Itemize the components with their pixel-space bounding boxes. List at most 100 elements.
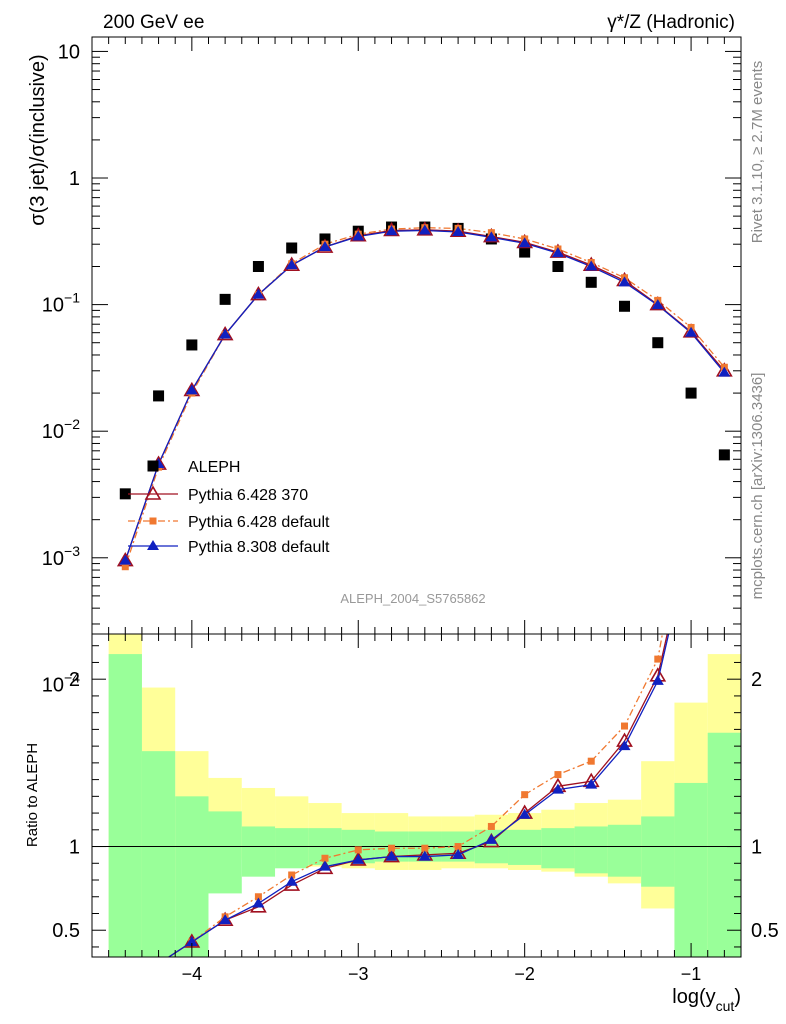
- data-point-3: [452, 225, 465, 236]
- data-point-3: [119, 554, 132, 565]
- ratio-point-1: [688, 475, 695, 482]
- ratio-point-1: [487, 822, 495, 830]
- data-point-3: [685, 326, 698, 337]
- data-point-3: [285, 259, 298, 270]
- ratio-point-2: [485, 833, 498, 844]
- ratio-y-tick-label-right: 0.5: [751, 920, 779, 942]
- energy-label: 200 GeV ee: [103, 12, 204, 33]
- uncertainty-band-inner: [141, 751, 176, 957]
- ratio-point-2: [718, 255, 730, 265]
- data-point-3: [485, 231, 498, 242]
- uncertainty-band-inner: [175, 796, 209, 957]
- uncertainty-band-inner: [674, 782, 708, 957]
- ratio-y-tick-label: 1: [69, 837, 80, 859]
- ratio-point-1: [554, 771, 562, 779]
- data-point-3: [651, 299, 664, 310]
- ratio-point-2: [685, 531, 697, 541]
- ratio-point-1: [421, 844, 429, 852]
- main-series-line-3: [124, 229, 725, 561]
- ratio-point-0: [118, 962, 132, 974]
- ratio-point-2: [352, 853, 365, 864]
- uncertainty-band-inner: [641, 816, 675, 887]
- uncertainty-band-inner: [108, 654, 142, 957]
- ratio-point-1: [721, 190, 728, 197]
- mcplots-label: mcplots.cern.ch [arXiv:1306.3436]: [749, 373, 766, 600]
- x-tick-label: −2: [514, 964, 535, 984]
- ratio-y-tick-label-right: 2: [751, 669, 762, 691]
- ratio-point-1: [288, 871, 296, 879]
- data-point-3: [551, 247, 564, 258]
- tick-base: 10: [42, 548, 64, 570]
- main-y-tick-label: 10−3: [42, 543, 80, 570]
- ratio-ylabel: Ratio to ALEPH: [24, 743, 41, 847]
- data-point-0: [519, 246, 531, 258]
- x-tick-label: −3: [348, 964, 369, 984]
- uncertainty-band-inner: [275, 828, 309, 869]
- data-point-0: [585, 276, 597, 288]
- data-point-0: [219, 293, 231, 305]
- main-series-line-1: [124, 229, 725, 561]
- ratio-point-2: [518, 808, 531, 819]
- process-label: γ*/Z (Hadronic): [607, 12, 735, 33]
- legend-marker-2: [149, 517, 157, 525]
- uncertainty-band-inner: [707, 732, 741, 957]
- data-point-0: [186, 339, 198, 351]
- tick-exponent: −3: [64, 543, 80, 559]
- uncertainty-band-inner: [541, 828, 575, 869]
- main-plot-area: [116, 221, 733, 571]
- ratio-point-1: [254, 893, 262, 901]
- ratio-point-2: [551, 783, 564, 794]
- ratio-point-0: [383, 847, 400, 863]
- ratio-point-2: [285, 875, 298, 886]
- tick-exponent: −4: [64, 669, 80, 685]
- data-point-3: [318, 241, 331, 252]
- main-y-tick-label: 10−2: [42, 416, 80, 443]
- legend-marker-1: [144, 485, 162, 500]
- legend-label-2: Pythia 6.428 default: [188, 514, 330, 531]
- data-point-3: [252, 288, 265, 299]
- ratio-point-2: [318, 860, 331, 871]
- rivet-version-label: Rivet 3.1.10, ≥ 2.7M events: [749, 61, 766, 244]
- ratio-point-2: [452, 848, 465, 859]
- ratio-point-1: [454, 843, 462, 851]
- data-point-0: [153, 390, 165, 402]
- uncertainty-band-inner: [208, 811, 242, 894]
- uncertainty-band-inner: [607, 824, 642, 877]
- x-axis-label: log(ycut): [672, 986, 741, 1014]
- data-point-3: [718, 366, 731, 377]
- main-frame: [91, 36, 742, 635]
- data-point-3: [185, 384, 198, 395]
- ratio-point-1: [354, 846, 362, 854]
- uncertainty-band-inner: [574, 826, 608, 874]
- ratio-point-1: [388, 844, 396, 852]
- data-point-3: [418, 224, 431, 235]
- data-point-3: [585, 260, 598, 271]
- ratio-point-1: [122, 965, 129, 972]
- ratio-point-1: [321, 854, 329, 862]
- data-point-3: [385, 225, 398, 236]
- legend-marker-0: [147, 460, 159, 472]
- data-point-0: [718, 449, 730, 461]
- tick-base: 1: [69, 168, 80, 190]
- ratio-point-2: [219, 914, 232, 925]
- ratio-point-1: [521, 791, 529, 799]
- main-y-tick-label: 10−4: [42, 669, 80, 696]
- ratio-point-2: [119, 963, 131, 973]
- legend-label-0: ALEPH: [188, 459, 240, 476]
- legend-label-1: Pythia 6.428 370: [188, 487, 308, 504]
- ratio-point-2: [185, 935, 198, 946]
- data-point-0: [119, 488, 131, 500]
- main-ylabel: σ(3 jet)/σ(inclusive): [27, 54, 49, 225]
- ratio-point-2: [651, 674, 664, 685]
- ratio-point-2: [153, 958, 165, 968]
- tick-base: 10: [42, 421, 64, 443]
- ratio-plot-area: [92, 190, 741, 974]
- tick-base: 10: [42, 295, 64, 317]
- main-y-tick-label: 10−1: [42, 290, 80, 317]
- data-point-3: [219, 328, 232, 339]
- x-tick-label: −4: [182, 964, 203, 984]
- data-point-0: [252, 260, 264, 272]
- uncertainty-band-inner: [241, 826, 276, 877]
- ratio-point-0: [717, 237, 731, 249]
